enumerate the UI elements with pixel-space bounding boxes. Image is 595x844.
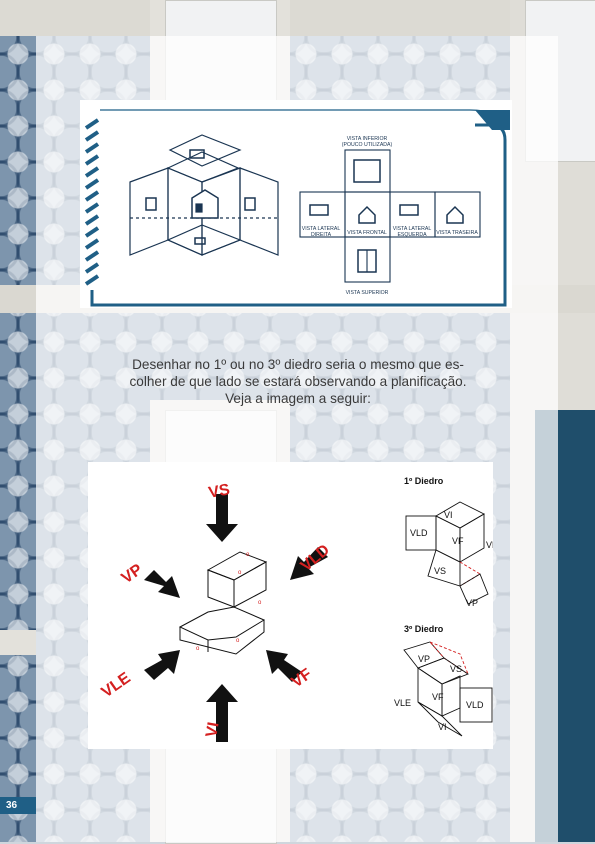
diedro3-title: 3º Diedro [404,624,444,634]
d3-label-vld: VLD [466,700,484,710]
d1-label-vs: VS [434,566,446,576]
d1-label-vle: VLE [486,540,493,550]
d3-label-vi: VI [438,722,447,732]
diedro1-title: 1º Diedro [404,476,444,486]
svg-text:o: o [236,638,240,644]
d1-label-vf: VF [452,536,464,546]
label-pouco-utilizada: (POUCO UTILIZADA) [342,142,393,148]
d3-label-vle: VLE [394,698,411,708]
diagram-diedro-1 [405,501,489,605]
arrow-bottom [206,684,238,742]
label-lateral-direita-2: DIREITA [311,232,332,238]
ledge [0,630,36,655]
arrow-bottom-left [144,650,180,680]
d3-label-vp: VP [418,654,430,664]
arrow-left [144,570,180,598]
arrow-label-vi: VI [203,721,222,739]
label-vista-traseira: VISTA TRASEIRA [436,230,478,236]
arrow-bottom-right [266,650,302,682]
top-stone [0,0,595,36]
arrow-group [144,494,328,742]
arrow-label-vle: VLE [99,669,135,701]
figure-diedros: o o o o o VS VP VLD VLE VF VI [88,462,503,749]
d1-label-vld: VLD [410,528,428,538]
page-number: 36 [0,797,36,814]
arrow-top [206,494,238,542]
figure-planificacao: VISTA INFERIOR (POUCO UTILIZADA) VISTA L… [80,100,512,308]
d3-label-vs: VS [450,664,462,674]
label-lateral-esquerda-2: ESQUERDA [397,232,427,238]
frame-line [90,120,507,307]
d1-label-vi: VI [444,510,453,520]
diagram-diedro-3 [403,641,493,737]
caption-line-2: colher de que lado se estará observando … [129,374,467,389]
arrow-label-vp: VP [119,561,147,587]
body-paragraph: Desenhar no 1º ou no 3º diedro seria o m… [98,356,498,407]
d3-label-vf: VF [432,692,444,702]
svg-text:o: o [246,552,250,558]
frame-stripes [84,118,100,290]
label-vista-frontal: VISTA FRONTAL [347,230,387,236]
svg-text:o: o [196,646,200,652]
label-vista-superior: VISTA SUPERIOR [346,290,389,296]
caption-line-1: Desenhar no 1º ou no 3º diedro seria o m… [132,357,464,372]
svg-text:o: o [238,570,242,576]
svg-text:o: o [258,600,262,606]
label-lateral-direita-1: VISTA LATERAL [302,226,341,232]
label-lateral-esquerda-1: VISTA LATERAL [393,226,432,232]
cross-unfold-drawing [299,149,481,283]
iso-unfold-drawing [129,134,279,256]
d1-label-vp: VP [466,598,478,608]
caption-line-3: Veja a imagem a seguir: [225,391,371,406]
arrow-right [290,547,328,580]
arrow-label-vs: VS [207,481,231,502]
label-vista-inferior: VISTA INFERIOR [347,136,388,142]
iso-object [178,551,268,655]
